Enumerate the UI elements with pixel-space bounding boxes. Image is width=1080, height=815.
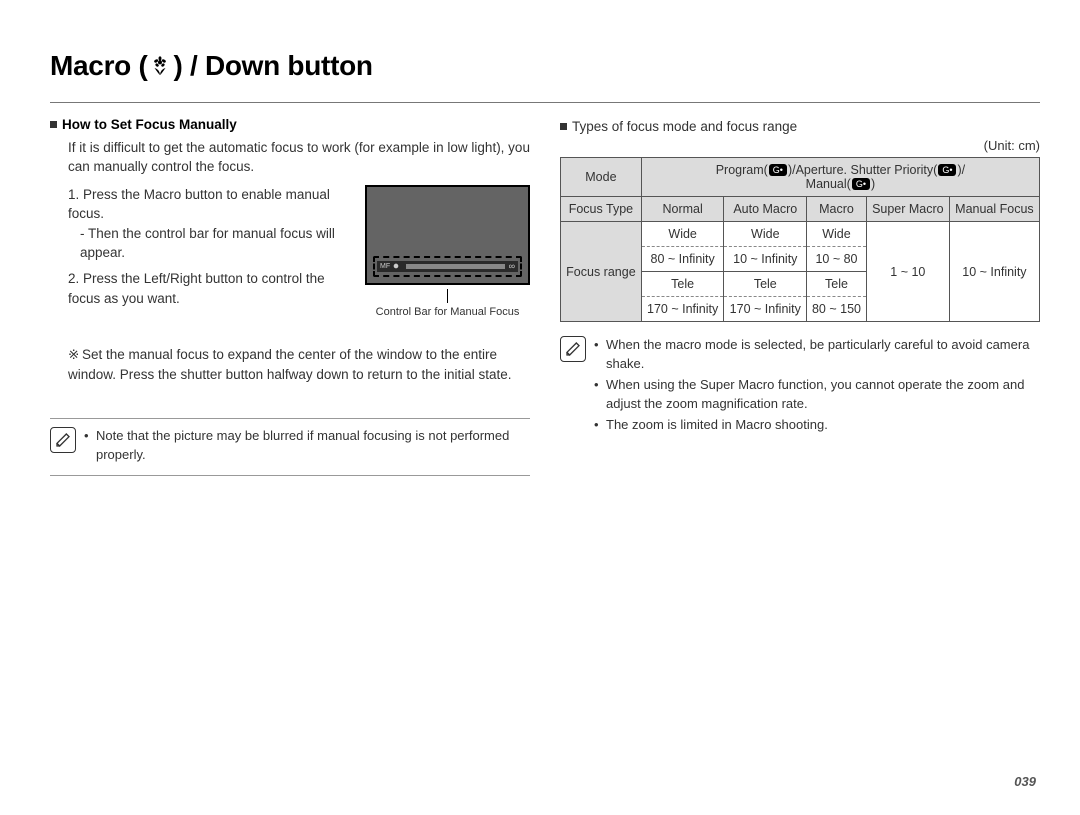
- unit-label: (Unit: cm): [560, 138, 1040, 153]
- flower-icon: [149, 52, 171, 84]
- cell-super-macro: 1 ~ 10: [866, 222, 949, 322]
- left-heading: How to Set Focus Manually: [50, 117, 530, 132]
- right-heading: Types of focus mode and focus range: [560, 117, 1040, 137]
- pencil-note-icon: [50, 427, 76, 453]
- right-column: Types of focus mode and focus range (Uni…: [560, 117, 1040, 476]
- cell-tele-1: Tele: [641, 272, 724, 297]
- manual-focus-bar-outline: MF ∞: [373, 256, 522, 277]
- tip-box-right: When the macro mode is selected, be part…: [560, 332, 1040, 436]
- reference-mark-icon: ※: [68, 345, 82, 365]
- th-mode-value: Program(G•)/Aperture. Shutter Priority(G…: [641, 158, 1039, 197]
- title-post: ) / Down button: [173, 50, 372, 81]
- left-heading-text: How to Set Focus Manually: [62, 117, 237, 132]
- step-2: 2. Press the Left/Right button to contro…: [68, 269, 353, 308]
- pencil-note-icon: [560, 336, 586, 362]
- intro-text: If it is difficult to get the automatic …: [50, 138, 530, 177]
- cell-w3: 10 ~ 80: [807, 247, 867, 272]
- cell-w1: 80 ~ Infinity: [641, 247, 724, 272]
- page-number: 039: [1014, 774, 1036, 789]
- square-bullet-icon: [560, 123, 567, 130]
- cell-wide-3: Wide: [807, 222, 867, 247]
- th-normal: Normal: [641, 197, 724, 222]
- step-1a: 1. Press the Macro button to enable manu…: [68, 185, 353, 224]
- tip-list-right: When the macro mode is selected, be part…: [594, 336, 1040, 436]
- note-body: Set the manual focus to expand the cente…: [68, 347, 512, 382]
- page-title: Macro ( ) / Down button: [50, 50, 1040, 84]
- lcd-figure: MF ∞ Control Bar for Manual Focus: [365, 185, 530, 319]
- pointer-line: [447, 289, 448, 303]
- cell-tele-3: Tele: [807, 272, 867, 297]
- focus-range-table: Mode Program(G•)/Aperture. Shutter Prior…: [560, 157, 1040, 322]
- cell-wide-1: Wide: [641, 222, 724, 247]
- th-focus-range: Focus range: [561, 222, 642, 322]
- th-auto-macro: Auto Macro: [724, 197, 807, 222]
- cell-t1: 170 ~ Infinity: [641, 297, 724, 322]
- cell-tele-2: Tele: [724, 272, 807, 297]
- tip-right-1: When the macro mode is selected, be part…: [594, 336, 1040, 374]
- title-pre: Macro (: [50, 50, 147, 81]
- program-mode-icon: G•: [769, 164, 787, 176]
- priority-mode-icon: G•: [938, 164, 956, 176]
- lcd-screen: MF ∞: [365, 185, 530, 285]
- cell-t3: 80 ~ 150: [807, 297, 867, 322]
- lcd-caption: Control Bar for Manual Focus: [365, 305, 530, 319]
- right-heading-text: Types of focus mode and focus range: [572, 119, 797, 134]
- title-divider: [50, 102, 1040, 103]
- flower-icon-small: [392, 257, 400, 275]
- tip-left-1: Note that the picture may be blurred if …: [84, 427, 530, 465]
- th-manual-focus: Manual Focus: [949, 197, 1039, 222]
- cell-t2: 170 ~ Infinity: [724, 297, 807, 322]
- th-macro: Macro: [807, 197, 867, 222]
- tip-right-3: The zoom is limited in Macro shooting.: [594, 416, 1040, 435]
- manual-mode-icon: G•: [852, 178, 870, 190]
- cell-manual-focus: 10 ~ Infinity: [949, 222, 1039, 322]
- tip-box-left: Note that the picture may be blurred if …: [50, 418, 530, 476]
- tip-right-2: When using the Super Macro function, you…: [594, 376, 1040, 414]
- th-focus-type: Focus Type: [561, 197, 642, 222]
- step-1b: - Then the control bar for manual focus …: [68, 224, 353, 263]
- tip-list-left: Note that the picture may be blurred if …: [84, 427, 530, 467]
- square-bullet-icon: [50, 121, 57, 128]
- cell-w2: 10 ~ Infinity: [724, 247, 807, 272]
- focus-note: ※Set the manual focus to expand the cent…: [50, 345, 530, 384]
- cell-wide-2: Wide: [724, 222, 807, 247]
- th-super-macro: Super Macro: [866, 197, 949, 222]
- manual-focus-bar: MF ∞: [377, 261, 518, 272]
- th-mode: Mode: [561, 158, 642, 197]
- left-column: How to Set Focus Manually If it is diffi…: [50, 117, 530, 476]
